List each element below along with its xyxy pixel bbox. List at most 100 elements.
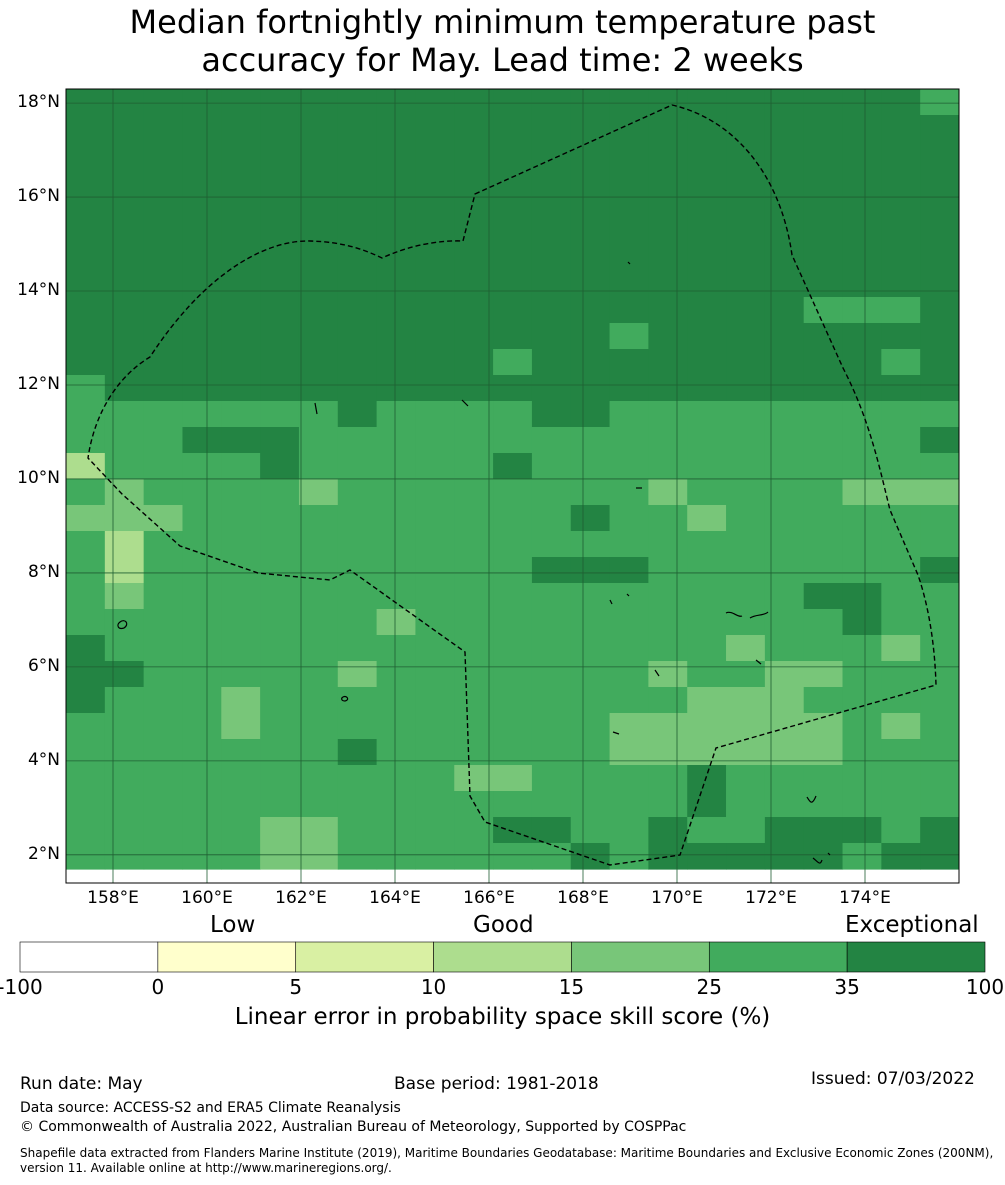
grid-cell <box>881 635 921 662</box>
grid-cell <box>66 297 106 324</box>
grid-cell <box>842 323 882 350</box>
grid-cell <box>959 661 998 688</box>
grid-cell <box>842 167 882 194</box>
grid-cell <box>376 167 417 194</box>
grid-cell <box>609 401 649 428</box>
grid-cell <box>493 401 533 428</box>
grid-cell <box>104 271 145 298</box>
grid-cell <box>415 609 455 636</box>
grid-cell <box>842 661 882 688</box>
grid-cell <box>376 271 417 298</box>
grid-cell <box>998 323 1005 350</box>
grid-cell <box>570 739 611 766</box>
grid-cell <box>920 713 959 740</box>
grid-cell <box>920 245 959 272</box>
grid-cell <box>998 739 1005 766</box>
grid-cell <box>143 219 184 246</box>
grid-cell <box>881 245 921 272</box>
grid-cell <box>66 219 106 246</box>
colorbar-tick-label: 25 <box>696 975 722 999</box>
grid-cell <box>842 791 882 818</box>
colorbar-tick-label: -100 <box>0 975 43 999</box>
grid-cell <box>959 323 998 350</box>
grid-cell <box>182 765 222 792</box>
grid-cell <box>376 245 417 272</box>
grid-cell <box>493 531 533 558</box>
grid-cell <box>182 583 222 610</box>
grid-cell <box>959 635 998 662</box>
grid-cell <box>687 739 727 766</box>
grid-cell <box>648 739 688 766</box>
colorbar-segment <box>846 941 986 973</box>
grid-cell <box>182 167 222 194</box>
grid-cell <box>415 817 455 844</box>
grid-cell <box>842 765 882 792</box>
grid-cell <box>337 141 378 168</box>
grid-cell <box>570 505 611 532</box>
grid-cell <box>104 89 145 116</box>
grid-cell <box>687 557 727 584</box>
grid-cell <box>182 427 222 454</box>
latitude-label: 18°N <box>17 92 60 113</box>
grid-cell <box>493 791 533 818</box>
grid-cell <box>764 453 805 480</box>
grid-cell <box>920 531 959 558</box>
grid-cell <box>570 713 611 740</box>
grid-cell <box>764 687 805 714</box>
grid-cell <box>764 167 805 194</box>
grid-cell <box>337 609 378 636</box>
grid-cell <box>298 713 339 740</box>
grid-cell <box>454 375 494 402</box>
grid-cell <box>415 765 455 792</box>
grid-cell <box>260 583 300 610</box>
grid-cell <box>376 687 417 714</box>
grid-cell <box>648 609 688 636</box>
grid-cell <box>531 505 572 532</box>
grid-cell <box>454 791 494 818</box>
grid-cell <box>493 297 533 324</box>
grid-cell <box>182 713 222 740</box>
grid-cell <box>66 505 106 532</box>
colorbar-category-exceptional: Exceptional <box>845 912 979 938</box>
grid-cell <box>648 115 688 142</box>
grid-cell <box>260 765 300 792</box>
grid-cell <box>998 713 1005 740</box>
grid-cell <box>104 713 145 740</box>
grid-cell <box>531 739 572 766</box>
grid-cell <box>104 167 145 194</box>
grid-cell <box>182 557 222 584</box>
grid-cell <box>337 219 378 246</box>
grid-cell <box>337 401 378 428</box>
island <box>627 261 631 265</box>
grid-cell <box>648 167 688 194</box>
grid-cell <box>570 427 611 454</box>
grid-cell <box>260 713 300 740</box>
grid-cell <box>221 219 261 246</box>
grid-cell <box>298 401 339 428</box>
grid-cell <box>726 817 766 844</box>
grid-cell <box>104 765 145 792</box>
grid-cell <box>920 297 959 324</box>
grid-cell <box>104 609 145 636</box>
grid-cell <box>687 661 727 688</box>
grid-cell <box>493 167 533 194</box>
grid-cell <box>764 427 805 454</box>
grid-cell <box>143 271 184 298</box>
grid-cell <box>842 583 882 610</box>
grid-cell <box>803 323 844 350</box>
island <box>612 731 620 735</box>
grid-cell <box>143 323 184 350</box>
grid-cell <box>454 245 494 272</box>
grid-cell <box>609 167 649 194</box>
grid-cell <box>687 505 727 532</box>
grid-cell <box>337 375 378 402</box>
grid-cell <box>182 323 222 350</box>
grid-cell <box>609 245 649 272</box>
grid-cell <box>648 843 688 870</box>
grid-cell <box>764 843 805 870</box>
grid-cell <box>143 531 184 558</box>
grid-cell <box>376 583 417 610</box>
grid-cell <box>881 167 921 194</box>
grid-cell <box>687 141 727 168</box>
grid-cell <box>376 817 417 844</box>
